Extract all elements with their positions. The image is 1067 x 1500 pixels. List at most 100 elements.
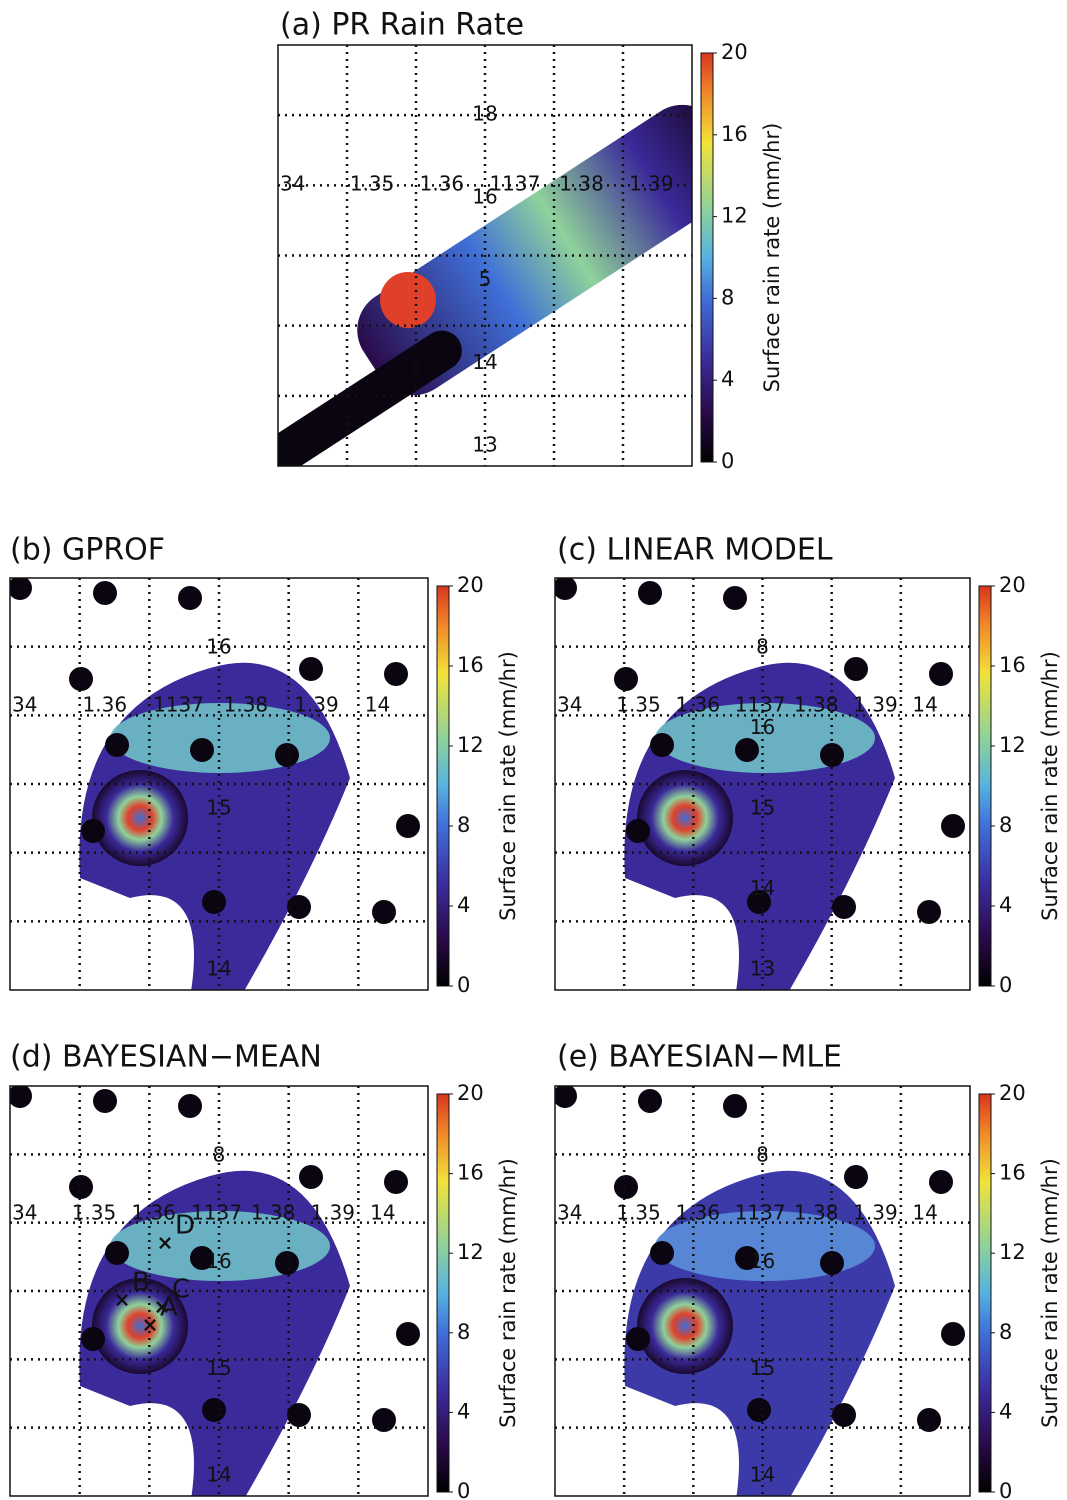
lat-label: 15	[750, 796, 775, 820]
colorbar-tick-label: 12	[457, 733, 484, 757]
lon-label: 1137	[735, 1201, 786, 1225]
colorbar-label: Surface rain rate (mm/hr)	[1038, 1158, 1062, 1428]
map-frame	[554, 577, 971, 991]
lat-label: 14	[472, 350, 497, 374]
lon-label: 1137	[489, 172, 540, 196]
marker-x: ×	[154, 1295, 171, 1319]
rain-band	[110, 1211, 330, 1281]
rain-cell	[178, 586, 202, 610]
colorbar-label: Surface rain rate (mm/hr)	[496, 1158, 520, 1428]
colorbar-tick-label: 20	[457, 1081, 484, 1105]
lon-label: 1.35	[616, 693, 661, 717]
colorbar-tick-label: 8	[999, 1320, 1012, 1344]
rain-cell	[396, 814, 420, 838]
rain-cell	[372, 1408, 396, 1432]
rain-cell	[832, 1403, 856, 1427]
rain-cell	[626, 1327, 650, 1351]
marker-x: ×	[114, 1288, 131, 1312]
rain-core	[92, 1278, 188, 1374]
lon-label: 1.39	[853, 1201, 898, 1225]
marker-label: C	[172, 1275, 190, 1305]
lat-label: 16	[750, 715, 775, 739]
lon-label: 1137	[153, 693, 204, 717]
rain-cell	[105, 1241, 129, 1265]
lon-label: 1.38	[559, 172, 604, 196]
colorbar-tick-label: 4	[721, 367, 734, 391]
lon-label: 1.35	[616, 1201, 661, 1225]
rain-cell	[287, 895, 311, 919]
colorbar-tick-label: 4	[999, 893, 1012, 917]
lon-label: 34	[557, 1201, 582, 1225]
lon-label: 34	[280, 172, 305, 196]
rain-core	[92, 770, 188, 866]
rain-cell	[555, 578, 577, 600]
rain-cell	[202, 1398, 226, 1422]
colorbar-tick-label: 4	[457, 893, 470, 917]
rain-cell	[723, 586, 747, 610]
colorbar-tick-label: 16	[721, 122, 748, 146]
lat-label: 15	[206, 796, 231, 820]
colorbar-tick-label: 0	[999, 973, 1012, 997]
rain-cell	[372, 900, 396, 924]
lon-label: 34	[12, 1201, 37, 1225]
lon-label: 34	[12, 693, 37, 717]
rain-cell	[69, 1175, 93, 1199]
colorbar-tick-label: 16	[457, 1161, 484, 1185]
lat-label: 16	[206, 1249, 231, 1273]
colorbar-label: Surface rain rate (mm/hr)	[496, 651, 520, 921]
rain-cell	[723, 1094, 747, 1118]
colorbar-tick-label: 20	[721, 40, 748, 64]
colorbar	[436, 585, 450, 987]
rain-cell	[93, 1089, 117, 1113]
rain-swath	[357, 104, 692, 396]
lon-label: 1.39	[853, 693, 898, 717]
rain-cell	[626, 819, 650, 843]
lat-label: 14	[206, 1463, 231, 1487]
rain-cell	[93, 581, 117, 605]
rain-cell	[844, 657, 868, 681]
colorbar-tick-label: 4	[999, 1399, 1012, 1423]
rain-cell	[747, 890, 771, 914]
rain-cell	[638, 581, 662, 605]
map-frame	[277, 44, 693, 467]
rain-cell	[747, 1398, 771, 1422]
rain-field	[10, 1086, 420, 1496]
rain-cell	[384, 662, 408, 686]
colorbar-tick-label: 16	[457, 653, 484, 677]
map-frame	[9, 577, 429, 991]
lat-label: 16	[750, 1249, 775, 1273]
colorbar-tick-label: 20	[999, 1081, 1026, 1105]
rain-cell	[81, 819, 105, 843]
colorbar-tick-label: 0	[999, 1479, 1012, 1500]
marker-label: D	[175, 1211, 195, 1241]
lon-label: 1.39	[294, 693, 339, 717]
colorbar-tick-label: 12	[457, 1240, 484, 1264]
rain-cell	[105, 733, 129, 757]
lat-label: 14	[750, 876, 775, 900]
lat-label: 13	[750, 957, 775, 981]
rain-swath	[278, 330, 462, 466]
lon-label: 1.38	[794, 1201, 839, 1225]
rain-core	[380, 272, 436, 328]
colorbar-label: Surface rain rate (mm/hr)	[1038, 651, 1062, 921]
rain-cell	[299, 1165, 323, 1189]
panel-title: (d) BAYESIAN−MEAN	[10, 1040, 322, 1075]
rain-cell	[10, 578, 32, 600]
rain-field	[555, 1086, 965, 1496]
rain-cell	[735, 738, 759, 762]
rain-cell	[917, 1408, 941, 1432]
colorbar-tick-label: 0	[457, 1479, 470, 1500]
map-frame	[9, 1085, 429, 1497]
rain-cell	[81, 1327, 105, 1351]
panel-title: (a) PR Rain Rate	[280, 8, 524, 43]
lat-label: 8	[756, 1143, 769, 1167]
rain-core	[637, 1278, 733, 1374]
rain-cell	[638, 1089, 662, 1113]
rain-field	[278, 104, 692, 466]
lon-label: 34	[557, 693, 582, 717]
lon-label: 1137	[191, 1201, 242, 1225]
lat-label: 8	[213, 1143, 226, 1167]
lon-label: 1137	[735, 693, 786, 717]
colorbar-tick-label: 4	[457, 1399, 470, 1423]
colorbar-label: Surface rain rate (mm/hr)	[760, 123, 784, 393]
